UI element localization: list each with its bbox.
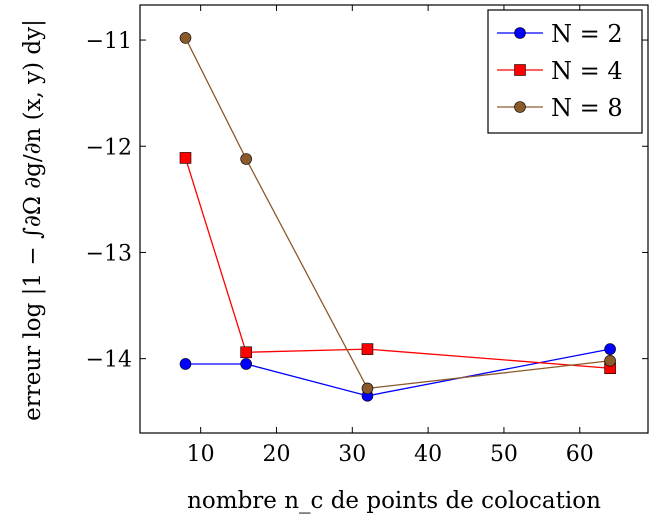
x-tick-label: 30 — [338, 442, 366, 467]
axis-ticks: 10 20 30 40 50 60 −11 −12 −13 −14 — [86, 5, 648, 467]
y-tick-label: −14 — [86, 348, 132, 373]
y-axis-label: erreur log |1 − ∫∂Ω ∂g/∂n (x, y) dy| — [20, 19, 46, 421]
data-point-n4 — [179, 152, 192, 164]
series-line-n4 — [184, 157, 611, 369]
x-tick-label: 60 — [566, 442, 594, 467]
series-line-n8 — [184, 37, 611, 390]
data-point-n8 — [604, 354, 616, 367]
y-tick-label: −13 — [86, 241, 132, 266]
x-tick-label: 10 — [187, 442, 215, 467]
series-n8 — [179, 32, 616, 395]
data-point-n4 — [240, 346, 252, 359]
legend-items: N = 2 N = 4 N = 8 — [497, 20, 623, 122]
legend-label: N = 2 — [551, 20, 623, 48]
x-tick-label: 50 — [490, 442, 518, 467]
legend-box — [487, 9, 643, 134]
legend: N = 2 N = 4 N = 8 — [487, 9, 643, 134]
series-layer — [179, 32, 616, 402]
legend-label: N = 8 — [551, 94, 623, 122]
legend-marker — [514, 101, 526, 113]
data-point-n2 — [179, 358, 192, 370]
x-tick-label: 20 — [262, 442, 290, 467]
legend-item-n8: N = 8 — [497, 94, 623, 122]
data-point-n4 — [361, 343, 374, 355]
legend-marker — [514, 27, 526, 39]
series-n2 — [179, 343, 616, 402]
data-point-n2 — [604, 343, 616, 355]
data-point-n8 — [240, 153, 252, 165]
y-tick-label: −11 — [86, 29, 132, 54]
legend-item-n2: N = 2 — [497, 20, 623, 48]
x-tick-label: 40 — [414, 442, 442, 467]
legend-label: N = 4 — [551, 57, 623, 85]
legend-item-n4: N = 4 — [497, 57, 623, 85]
data-point-n8 — [361, 382, 374, 395]
series-line-n2 — [185, 348, 611, 397]
x-axis-label: nombre n_c de points de colocation — [187, 488, 601, 514]
data-point-n2 — [240, 358, 252, 370]
data-point-n8 — [179, 32, 192, 44]
y-tick-label: −12 — [86, 135, 132, 160]
legend-marker — [514, 64, 526, 76]
